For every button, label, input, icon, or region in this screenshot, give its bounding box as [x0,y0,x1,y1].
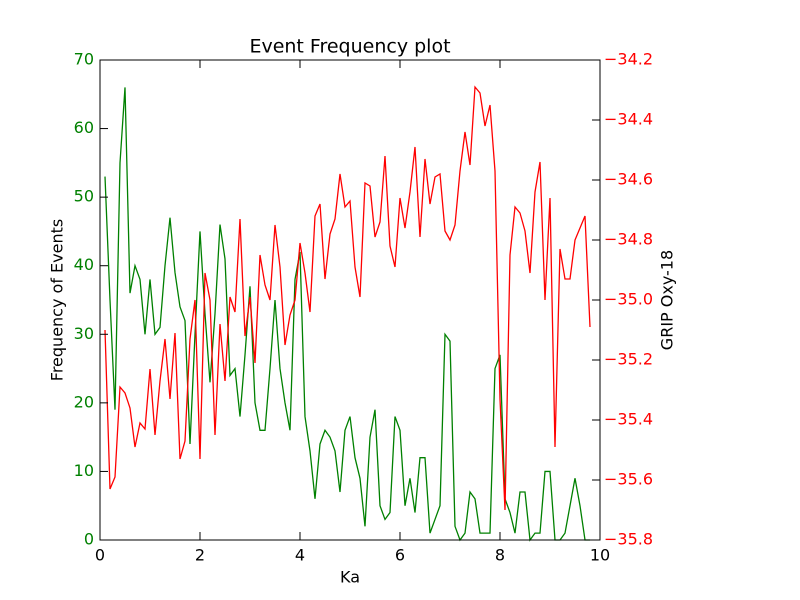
y-tick-label: 30 [74,324,94,343]
y-tick-label: 0 [84,530,94,549]
y-axis-label: Frequency of Events [48,219,67,381]
y-tick-label: 20 [74,392,94,411]
x-tick-label: 4 [295,546,305,565]
y2-tick-label: −35.8 [604,530,653,549]
y-tick-label: 50 [74,187,94,206]
x-tick-label: 2 [195,546,205,565]
y2-tick-label: −35.0 [604,290,653,309]
x-tick-label: 0 [95,546,105,565]
y2-tick-label: −34.2 [604,50,653,69]
y-tick-label: 10 [74,461,94,480]
data-line [104,85,591,511]
y2-tick-label: −34.4 [604,110,653,129]
y2-tick-label: −35.4 [604,410,653,429]
y2-tick-label: −35.2 [604,350,653,369]
y2-tick-label: −34.6 [604,170,653,189]
x-tick-label: 6 [395,546,405,565]
x-tick-label: 8 [495,546,505,565]
y-tick-label: 60 [74,118,94,137]
data-line [104,87,590,542]
x-tick-label: 10 [590,546,610,565]
y-tick-label: 40 [74,255,94,274]
y-tick-label: 70 [74,50,94,69]
y2-axis-label: GRIP Oxy-18 [658,250,677,350]
chart-title: Event Frequency plot [249,36,450,58]
y2-tick-label: −34.8 [604,230,653,249]
x-axis-label: Ka [340,568,360,587]
y2-tick-label: −35.6 [604,470,653,489]
